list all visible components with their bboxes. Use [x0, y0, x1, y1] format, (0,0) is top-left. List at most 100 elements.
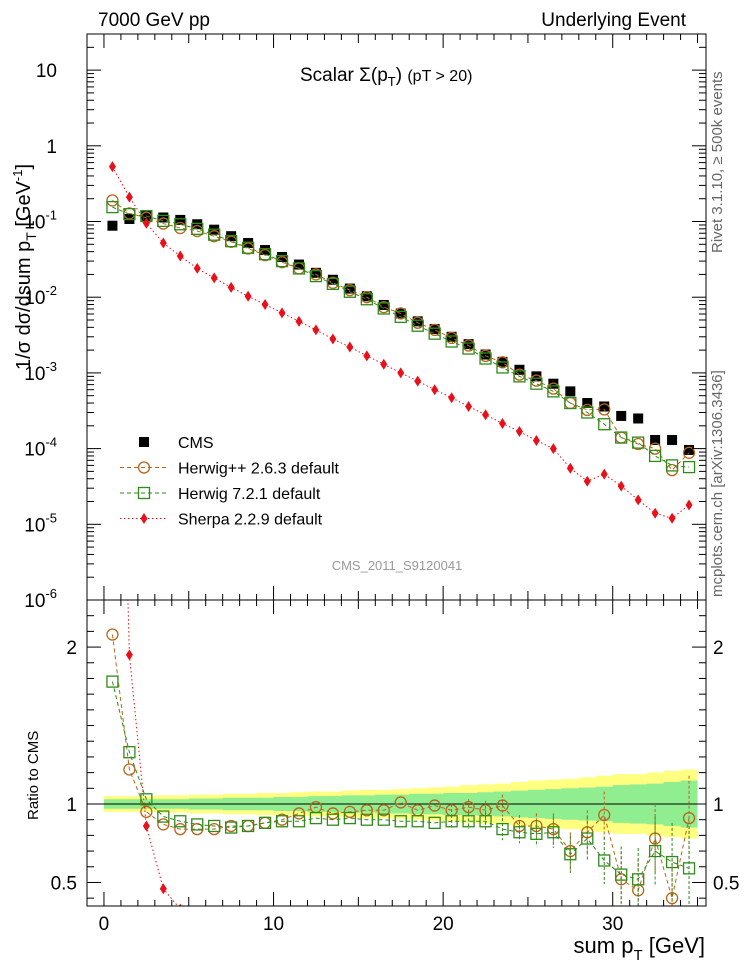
point-cms — [531, 371, 542, 382]
point-sherpa — [312, 324, 320, 336]
ratio-point-herwigpp — [496, 799, 509, 812]
point-herwig7 — [292, 262, 306, 275]
point-cms — [633, 413, 644, 424]
ratio-point-herwigpp — [360, 804, 373, 817]
ratio-point-herwig7 — [615, 868, 628, 881]
ratio-point-herwig7 — [106, 675, 119, 688]
legend-marker-cms — [139, 437, 149, 447]
ratio-point-sherpa — [159, 883, 167, 895]
y-tick-label: 10-2 — [24, 283, 57, 309]
energy-label: 7000 GeV pp — [98, 10, 210, 31]
point-herwig7 — [174, 218, 187, 231]
y-tick-label: 1 — [46, 137, 57, 158]
point-herwig7 — [445, 335, 458, 348]
ratio-point-herwigpp — [326, 807, 340, 820]
point-herwig7 — [343, 285, 357, 298]
ratio-point-sherpa — [550, 933, 557, 944]
ratio-series-group — [106, 600, 696, 944]
point-cms — [650, 434, 661, 445]
ratio-point-herwigpp — [665, 892, 679, 905]
point-sherpa — [193, 262, 201, 274]
ratio-point-herwig7 — [479, 815, 492, 828]
ratio-point-herwigpp — [343, 805, 357, 818]
ratio-point-sherpa — [329, 930, 336, 941]
ratio-point-herwig7 — [496, 822, 509, 836]
y-tick-base: 10 — [24, 364, 45, 385]
ratio-point-sherpa — [380, 930, 387, 941]
point-herwig7 — [598, 418, 611, 431]
point-herwig7 — [632, 436, 645, 449]
ratio-tick-label: 1 — [66, 795, 77, 816]
ratio-point-sherpa — [211, 919, 218, 930]
point-sherpa — [329, 333, 337, 345]
point-herwigpp — [648, 442, 662, 455]
ratio-point-sherpa — [533, 933, 540, 944]
x-tick-label: 30 — [602, 914, 623, 935]
ratio-point-herwigpp — [123, 763, 136, 776]
point-herwig7 — [530, 377, 543, 390]
point-herwig7 — [191, 222, 204, 235]
ratio-tick-label-right: 1 — [713, 795, 724, 816]
point-cms — [293, 259, 304, 270]
point-cms — [446, 331, 457, 342]
point-sherpa — [498, 417, 506, 429]
ratio-point-herwig7 — [462, 815, 475, 828]
point-herwig7 — [581, 406, 594, 419]
point-sherpa — [278, 307, 286, 319]
y-tick-base: 10 — [24, 440, 45, 461]
point-sherpa — [515, 426, 523, 438]
y-tick-exp: -6 — [45, 586, 57, 601]
ratio-point-herwig7 — [598, 854, 611, 867]
point-sherpa — [668, 512, 676, 524]
point-herwigpp — [682, 446, 696, 459]
ratio-point-herwig7 — [174, 815, 187, 828]
main-series-group — [106, 161, 696, 524]
ratio-axis-ticks: 0.5 0.5 1 1 2 2 — [51, 615, 739, 899]
point-herwig7 — [411, 319, 424, 332]
ratio-point-herwigpp — [140, 805, 153, 818]
y-tick-exp: -2 — [45, 283, 57, 298]
ratio-point-herwig7 — [530, 827, 543, 840]
ratio-frame — [86, 599, 707, 907]
ratio-point-herwig7 — [682, 862, 696, 875]
legend-entry-herwig7: Herwig 7.2.1 default — [120, 486, 321, 503]
ratio-tick-label-right: 2 — [713, 638, 724, 659]
point-herwig7 — [394, 310, 407, 324]
legend-marker-herwigpp — [137, 461, 151, 474]
y-tick-label: 10 — [36, 61, 57, 82]
point-sherpa — [295, 315, 303, 327]
ratio-point-sherpa — [363, 930, 370, 941]
ratio-point-herwig7 — [292, 815, 306, 828]
point-herwig7 — [225, 235, 238, 248]
y-axis-label: 1/σ dσ/dsum pT [GeV-1] — [10, 164, 39, 370]
point-cms — [192, 219, 203, 230]
ratio-point-herwig7 — [547, 826, 560, 839]
point-sherpa — [261, 299, 269, 311]
y-tick-label: 10-3 — [24, 359, 57, 385]
point-herwig7 — [496, 361, 509, 374]
y-tick-exp: -4 — [45, 435, 57, 450]
ratio-point-herwig7 — [513, 826, 526, 839]
legend: CMS Herwig++ 2.6.3 default Herwig 7.2.1 de… — [120, 435, 340, 529]
point-cms — [514, 364, 525, 375]
y-tick-exp: -3 — [45, 359, 57, 374]
point-sherpa — [244, 290, 252, 302]
ratio-point-herwig7 — [140, 793, 153, 806]
point-herwig7 — [547, 385, 560, 398]
point-cms — [480, 349, 491, 360]
ratio-point-herwig7 — [123, 746, 136, 759]
ratio-tick-label: 2 — [66, 638, 77, 659]
ratio-point-herwig7 — [191, 818, 204, 831]
point-sherpa — [482, 409, 490, 421]
point-sherpa — [600, 468, 608, 480]
ratio-axis-label: Ratio to CMS — [25, 731, 42, 820]
point-sherpa — [159, 237, 167, 249]
point-cms — [565, 386, 576, 397]
point-sherpa — [583, 475, 591, 487]
ratio-point-sherpa — [194, 915, 201, 926]
ratio-point-sherpa — [142, 820, 150, 832]
ratio-point-herwig7 — [360, 813, 373, 826]
point-sherpa — [431, 384, 439, 396]
ratio-point-herwigpp — [174, 822, 187, 836]
y-tick-exp: -5 — [45, 510, 57, 525]
